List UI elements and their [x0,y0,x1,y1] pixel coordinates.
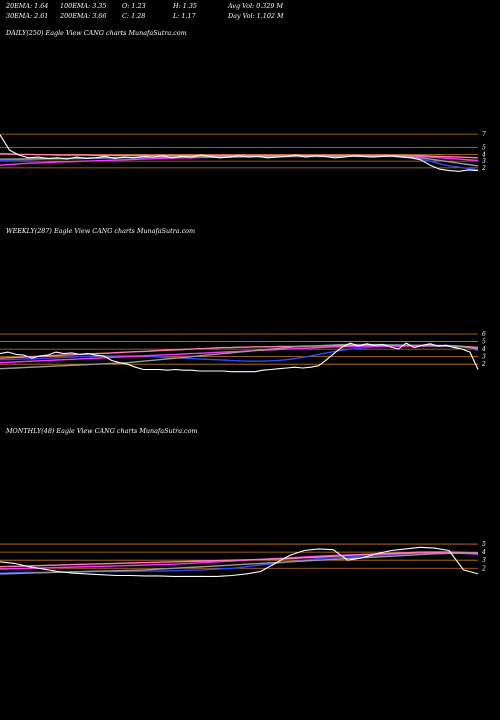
ema30-stat: 30EMA: 2.61 [6,12,49,20]
daily-y-tick-label: 7 [482,131,486,138]
daily-y-tick-label: 4 [481,151,486,158]
low-stat: L: 1.17 [173,12,196,20]
monthly-y-tick-label: 2 [481,565,486,572]
ema100-stat: 100EMA: 3.35 [60,2,107,10]
ema200-stat: 200EMA: 3.66 [60,12,107,20]
weekly-price-line [0,342,479,373]
daily-price-line [0,134,479,172]
ema20-stat: 20EMA: 1.64 [6,2,49,10]
daily-y-tick-label: 2 [481,165,486,172]
monthly-ema_gray-line [0,552,478,575]
monthly-price-line [0,546,479,577]
monthly-y-tick-label: 3 [482,557,486,564]
open-stat: O: 1.23 [122,2,146,10]
monthly-y-tick-label: 5 [482,541,486,548]
weekly-y-tick-label: 5 [482,339,486,346]
weekly-panel-title: WEEKLY(287) Eagle View CANG charts Munaf… [6,227,196,235]
weekly-y-tick-label: 4 [481,346,486,353]
daily-panel-title: DAILY(250) Eagle View CANG charts Munafa… [6,29,187,37]
daily-y-tick-label: 5 [482,145,486,152]
high-stat: H: 1.35 [173,2,197,10]
monthly-panel-title: MONTHLY(48) Eagle View CANG charts Munaf… [6,427,198,435]
monthly-y-tick-label: 4 [481,549,486,556]
weekly-y-tick-label: 6 [482,331,486,338]
weekly-y-tick-label: 3 [482,354,486,361]
daily-y-tick-label: 3 [482,158,486,165]
monthly-ema_pink-line [0,551,479,568]
day-vol-stat: Day Vol: 1.102 M [228,12,284,20]
weekly-y-tick-label: 2 [481,361,486,368]
weekly-ema_gray-line [0,343,479,370]
close-stat: C: 1.28 [122,12,146,20]
avg-vol-stat: Avg Vol: 0.329 M [228,2,284,10]
